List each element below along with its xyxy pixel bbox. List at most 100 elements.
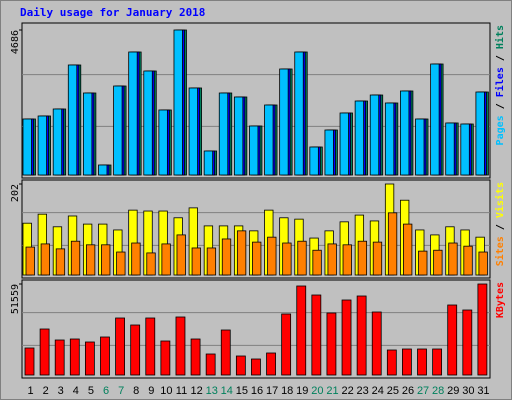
legend-separator: /	[495, 218, 506, 236]
bar	[386, 349, 397, 376]
x-tick-label: 23	[357, 385, 369, 397]
legend: KBytes	[495, 282, 506, 318]
x-tick-label: 1	[27, 385, 33, 397]
bar	[309, 146, 319, 176]
x-tick-label: 22	[341, 385, 353, 397]
bar	[145, 317, 156, 376]
bar	[417, 348, 427, 376]
x-tick-label: 18	[281, 385, 293, 397]
bar	[176, 234, 186, 276]
bar	[143, 70, 153, 176]
y-tick-label: 202	[10, 184, 21, 202]
x-tick-label: 24	[372, 385, 384, 397]
bar	[282, 242, 292, 276]
bar	[128, 51, 138, 176]
x-tick-label: 11	[176, 385, 187, 397]
legend-entry: Hits	[494, 25, 506, 49]
bar	[297, 240, 307, 276]
legend: Sites / Visits	[494, 182, 506, 266]
x-tick-label: 14	[221, 385, 233, 397]
bar	[266, 352, 276, 376]
bar	[236, 230, 247, 276]
bar	[384, 102, 395, 176]
bar	[190, 338, 201, 376]
x-tick-label: 20	[311, 385, 323, 397]
bar	[312, 249, 322, 276]
x-tick-label: 16	[251, 385, 263, 397]
bar	[175, 316, 186, 376]
bar	[98, 164, 108, 176]
x-tick-label: 27	[417, 385, 429, 397]
x-tick-label: 19	[296, 385, 308, 397]
bar	[55, 248, 66, 276]
bar	[432, 348, 443, 376]
x-tick-label: 30	[462, 385, 474, 397]
bar	[462, 309, 473, 376]
bar	[70, 240, 81, 276]
bar	[221, 238, 232, 276]
bar	[206, 247, 217, 276]
legend-entry: Visits	[494, 182, 506, 218]
y-tick-label: 4686	[10, 30, 21, 54]
x-tick-label: 3	[58, 385, 64, 397]
bar	[403, 223, 413, 276]
bar	[356, 295, 367, 376]
bar	[173, 29, 183, 176]
x-tick-label: 2	[43, 385, 49, 397]
bar	[327, 243, 337, 276]
bar	[113, 85, 123, 176]
bar	[402, 348, 412, 376]
bar	[25, 246, 35, 276]
legend: Pages / Files / Hits	[494, 25, 506, 145]
x-tick-label: 28	[432, 385, 444, 397]
bar	[341, 299, 352, 376]
bar	[324, 129, 334, 176]
legend-entry: KBytes	[495, 282, 506, 318]
bar	[131, 242, 141, 276]
chart-title: Daily usage for January 2018	[20, 6, 205, 19]
bar	[115, 317, 125, 376]
bar	[54, 339, 65, 376]
bar	[39, 328, 50, 376]
bar	[205, 353, 216, 376]
bar	[188, 87, 198, 176]
bar	[372, 241, 383, 276]
bar	[477, 283, 488, 376]
bar	[101, 244, 111, 276]
x-tick-label: 10	[160, 385, 172, 397]
bar	[369, 94, 380, 176]
bar	[354, 100, 365, 176]
bar	[24, 347, 35, 376]
bar	[82, 92, 93, 176]
bar	[475, 91, 485, 176]
x-tick-label: 4	[73, 385, 79, 397]
legend-separator: /	[495, 97, 506, 115]
bar	[387, 212, 398, 276]
bar	[161, 243, 171, 276]
x-tick-label: 25	[387, 385, 399, 397]
bar	[326, 312, 337, 376]
bar	[116, 251, 126, 276]
y-tick-label: 51559	[10, 284, 21, 314]
bar	[430, 63, 440, 176]
bar	[67, 64, 78, 176]
bar	[191, 247, 201, 276]
bar	[218, 92, 229, 176]
bar	[418, 250, 428, 276]
bar	[235, 355, 246, 376]
x-tick-label: 21	[326, 385, 338, 397]
bar	[445, 122, 455, 176]
x-tick-label: 29	[447, 385, 459, 397]
x-tick-label: 31	[477, 385, 489, 397]
bar	[233, 96, 244, 176]
bar	[447, 304, 458, 376]
bar	[433, 249, 443, 276]
bar	[220, 329, 231, 376]
bar	[130, 324, 141, 376]
x-tick-label: 9	[148, 385, 154, 397]
bar	[251, 358, 261, 376]
bar	[415, 118, 425, 176]
bar	[478, 251, 488, 276]
legend-entry: Sites	[494, 236, 506, 266]
bar	[311, 294, 322, 376]
